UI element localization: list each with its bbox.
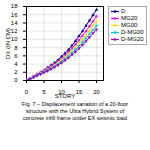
svg-text:0: 0 (25, 89, 29, 95)
svg-text:12: 12 (11, 28, 18, 34)
html-text:D-MG20: D-MG20 (121, 36, 144, 42)
svg-text:10: 10 (11, 36, 18, 42)
svg-text:18: 18 (11, 3, 18, 9)
svg-text:20: 20 (93, 89, 100, 95)
svg-text:6: 6 (14, 53, 18, 59)
html-text:MG00: MG00 (121, 22, 138, 28)
svg-text:DX (IN CM): DX (IN CM) (5, 28, 11, 59)
html-text:Fig. 7 – Displacement variatio: Fig. 7 – Displacement variation of a 20-… (21, 101, 129, 121)
svg-text:2: 2 (14, 69, 18, 75)
svg-text:16: 16 (11, 12, 18, 18)
svg-text:0: 0 (14, 77, 18, 83)
html-text:D-MG00: D-MG00 (121, 29, 144, 35)
html-text:D: D (121, 8, 126, 14)
html-text:MG20: MG20 (121, 15, 138, 21)
svg-text:8: 8 (14, 45, 18, 51)
svg-text:4: 4 (14, 61, 18, 67)
svg-text:14: 14 (11, 20, 18, 26)
svg-text:STORY: STORY (55, 93, 75, 99)
svg-text:5: 5 (42, 89, 46, 95)
svg-text:15: 15 (76, 89, 83, 95)
